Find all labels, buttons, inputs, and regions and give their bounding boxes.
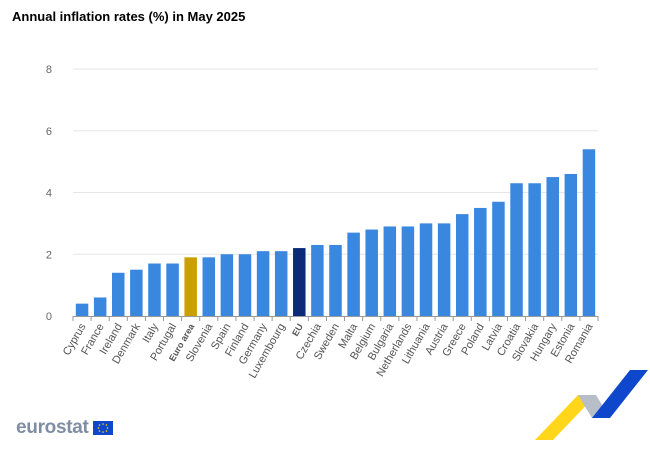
x-tick-label: EU: [290, 322, 305, 338]
bar-hungary: [546, 177, 559, 316]
y-tick-label: 8: [46, 64, 52, 76]
bar-netherlands: [401, 226, 415, 316]
bar-eu: [293, 248, 306, 316]
bar-romania: [582, 149, 596, 316]
y-tick-label: 4: [46, 188, 52, 200]
bar-germany: [256, 251, 270, 316]
bar-lithuania: [419, 223, 433, 316]
bar-euro-area: [184, 257, 197, 316]
y-tick-label: 2: [46, 249, 52, 261]
bar-italy: [148, 263, 161, 316]
y-tick-label: 6: [46, 126, 52, 138]
bar-malta: [347, 232, 360, 316]
eurostat-logo: eurostat: [16, 417, 89, 438]
bar-latvia: [492, 201, 505, 316]
chart-title: Annual inflation rates (%) in May 2025: [12, 9, 246, 24]
bar-greece: [455, 214, 469, 316]
bar-austria: [437, 223, 451, 316]
bar-croatia: [510, 183, 523, 316]
bar-finland: [238, 254, 252, 316]
bar-slovenia: [202, 257, 216, 316]
y-tick-label: 0: [46, 311, 52, 323]
bar-luxembourg: [274, 251, 288, 316]
bar-poland: [474, 207, 487, 316]
bar-denmark: [130, 269, 143, 316]
bar-portugal: [166, 263, 179, 316]
bar-france: [93, 297, 107, 316]
eu-flag-icon: [93, 421, 113, 435]
bar-spain: [220, 254, 234, 316]
bar-cyprus: [75, 303, 89, 316]
bar-bulgaria: [383, 226, 397, 316]
bar-czechia: [311, 244, 324, 316]
bar-belgium: [365, 229, 378, 316]
bar-estonia: [564, 173, 578, 316]
bar-slovakia: [528, 183, 541, 316]
bar-ireland: [112, 272, 125, 316]
bar-sweden: [329, 244, 342, 316]
